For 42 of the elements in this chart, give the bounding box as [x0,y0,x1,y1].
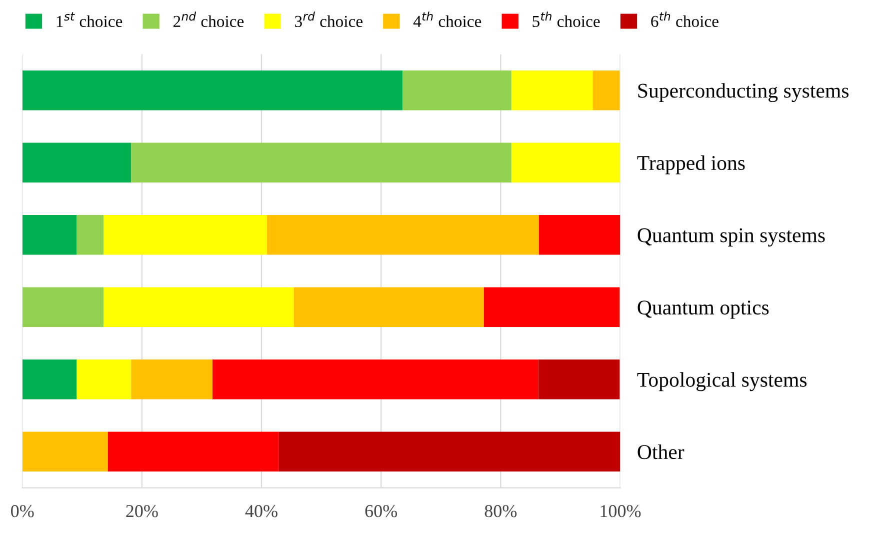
bar [22,142,132,182]
bar [294,287,484,328]
legend-label: 4$^{th}$ choice [413,12,482,28]
x-tick-label: 100% [600,504,641,518]
bar [108,432,279,472]
x-tick-label: 0% [11,504,34,518]
x-tick-label: 40% [245,504,278,518]
bar [22,287,104,328]
x-tick-label: 80% [484,504,517,518]
bar [402,70,512,110]
legend-label: 5$^{th}$ choice [532,12,600,28]
legend-label: 3$^{rd}$ choice [295,12,362,28]
bar [131,360,212,400]
bar [484,287,620,328]
bar [511,142,620,182]
bar [592,70,620,110]
bar [22,214,77,255]
bar [538,214,620,255]
y-tick-label: Superconducting systems [638,83,849,102]
y-tick-label: Quantum spin systems [638,228,825,247]
bar [22,432,108,472]
legend-label: 2$^{nd}$ choice [173,12,244,28]
bar [278,432,620,472]
bar [22,360,77,400]
bar [104,287,294,328]
bar [104,214,267,255]
x-tick-label: 20% [126,504,158,518]
bar [212,360,538,400]
bar [511,70,593,110]
bar [538,360,620,400]
bar [131,142,512,182]
bar [22,70,403,110]
bar [266,214,539,255]
legend-label: 1$^{st}$ choice [56,12,122,28]
y-tick-label: Other [638,444,684,460]
y-tick-label: Quantum optics [638,300,769,319]
y-tick-label: Trapped ions [637,155,745,174]
bar [76,214,104,255]
bar [76,360,132,400]
x-tick-label: 60% [365,504,398,518]
y-tick-label: Topological systems [637,372,807,392]
legend-label: 6$^{th}$ choice [651,12,718,28]
